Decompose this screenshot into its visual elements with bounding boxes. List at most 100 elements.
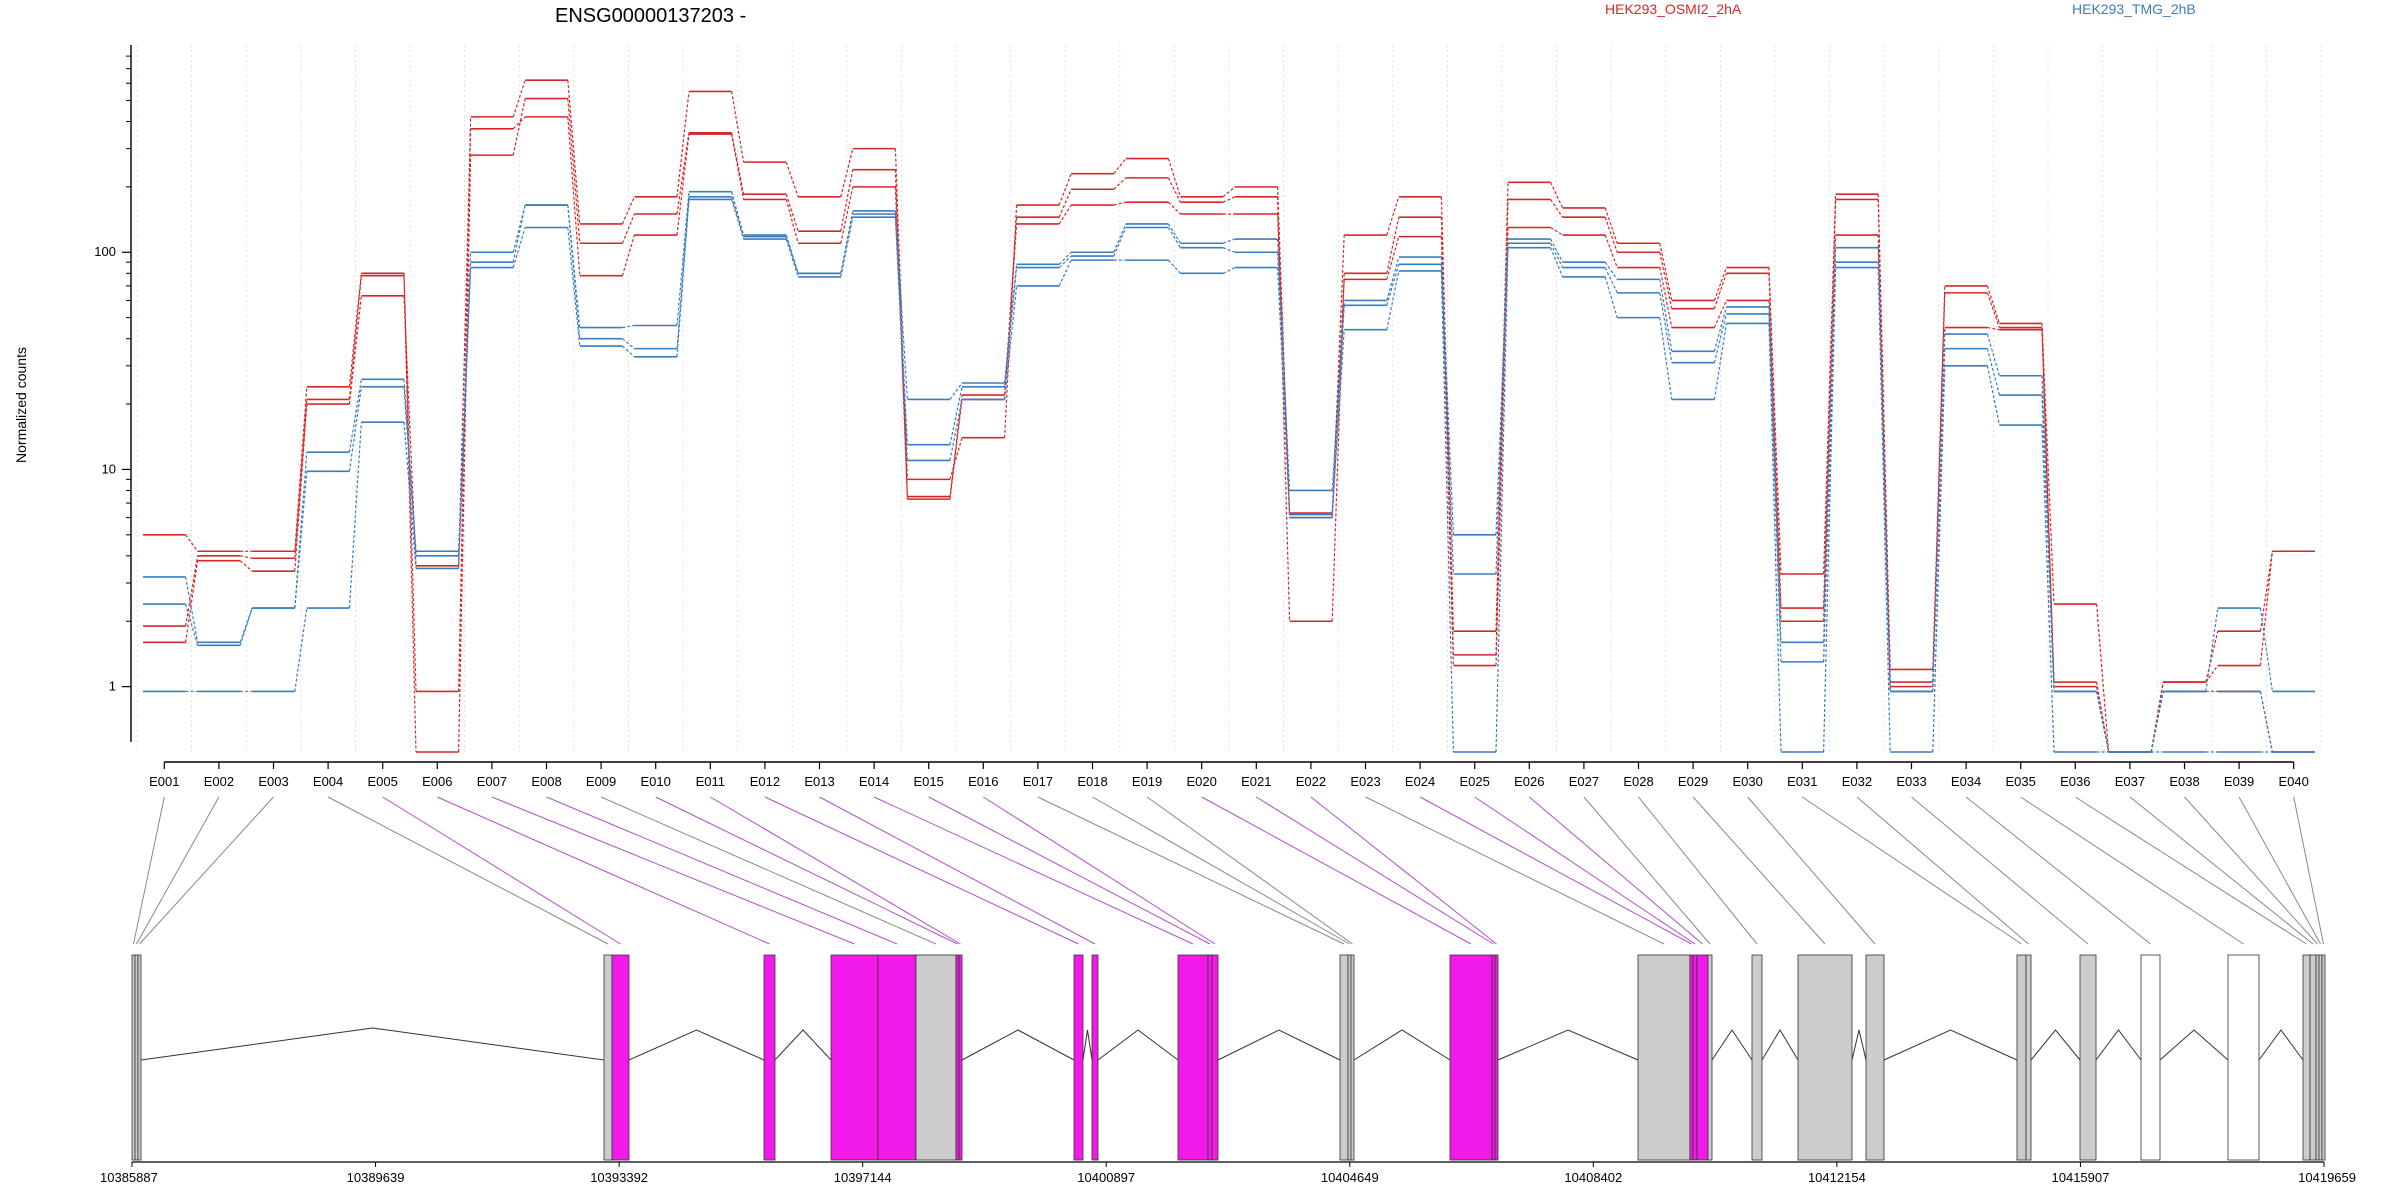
series-step [1659,267,1673,328]
series-step [1222,267,1236,274]
exon-box-e013 [1091,954,1099,1161]
x-tick-label-e039: E039 [2224,774,2254,789]
connector-e013 [819,796,1096,945]
genomic-coordinate-label: 10415907 [2052,1170,2110,1185]
connector-e019 [1146,796,1353,945]
series-step [1768,323,1782,753]
connector-e031 [1802,796,2022,945]
series-step [1713,306,1727,352]
genomic-axis: 10385887 10389639 10393392 10397144 10400897… [100,1161,2356,1185]
series-step [1113,177,1127,190]
series-step [185,534,199,552]
intron [1761,1029,1799,1061]
x-tick-label-e010: E010 [641,774,671,789]
connector-e032 [1856,796,2029,945]
exon-box-e010 [955,954,960,1161]
series-step [1058,189,1072,218]
series-step [2259,691,2273,753]
series-step [1386,256,1400,301]
series-step [458,267,472,569]
connector-e028 [1638,796,1758,945]
series-step [1659,317,1673,400]
legend-entry: HEK293_TMG_2hB [2072,1,2196,17]
x-tick-label-e025: E025 [1460,774,1490,789]
x-tick-label-e038: E038 [2169,774,2199,789]
series-step [1986,292,2000,328]
x-tick-label-e019: E019 [1132,774,1162,789]
exon-box-e016 [1211,954,1219,1161]
exon-box-e021 [1491,954,1496,1161]
series-step [1058,259,1072,287]
series-step [185,603,199,646]
intron [1883,1029,2018,1061]
series-step [1550,242,1564,268]
connector-e029 [1692,796,1826,945]
y-tick-label: 1 [109,679,116,694]
series-step [840,213,854,274]
series-step [2205,665,2219,683]
exon-box-e032 [2025,954,2032,1161]
series-step [731,196,745,237]
series-step [1058,251,1072,265]
exon-box-e025 [1692,954,1698,1161]
series-step [840,217,854,278]
exon-box-e017 [1339,954,1349,1161]
genomic-coordinate-label: 10400897 [1077,1170,1135,1185]
series-step [512,79,526,118]
connector-e006 [437,796,770,945]
series-step [403,422,417,569]
x-tick-label-e012: E012 [750,774,780,789]
connector-e023 [1365,796,1665,945]
series-step [1167,177,1181,203]
series-step [1440,257,1454,535]
series-step [1550,247,1564,278]
connector-e002 [136,796,220,945]
x-tick-label-e034: E034 [1951,774,1981,789]
series-lines [143,79,2315,753]
series-step [348,386,362,472]
series-step [785,199,799,244]
y-axis: 1 10 100 [94,45,132,742]
intron [1851,1029,1867,1061]
series-step [894,217,908,461]
genomic-coordinate-label: 10393392 [590,1170,648,1185]
series-step [1167,223,1181,244]
exon-box-e039 [2318,954,2323,1161]
intron [1097,1029,1179,1061]
genomic-coordinate-label: 10404649 [1321,1170,1379,1185]
series-step [1495,227,1509,666]
series-step [294,471,308,609]
legend: HEK293_OSMI2_2hA HEK293_TMG_2hB [1605,1,2196,17]
x-tick-label-e040: E040 [2279,774,2309,789]
series-step [621,213,635,244]
series-step [840,169,854,232]
series-step [621,345,635,358]
exon-box-e006 [763,954,776,1161]
connector-e025 [1474,796,1696,945]
exon-box-e004 [603,954,613,1161]
series-step [185,555,199,627]
series-step [403,275,417,753]
x-tick-label-e026: E026 [1514,774,1544,789]
chart-title: ENSG00000137203 - [555,5,746,27]
series-step [676,191,690,326]
x-tick-label-e007: E007 [477,774,507,789]
connector-e026 [1528,796,1703,945]
series-step [731,191,745,236]
series-step [785,194,799,232]
exon-box-e028 [1751,954,1763,1161]
series-step [1713,273,1727,309]
connector-e001 [133,796,165,945]
series-step [1004,285,1018,400]
series-step [785,236,799,274]
x-tick-label-e003: E003 [258,774,288,789]
series-step [1004,223,1018,400]
series-line-6 [143,198,2315,753]
series-step [294,607,308,692]
series-step [785,238,799,278]
series-step [1058,204,1072,225]
exon-box-e037 [2309,954,2317,1161]
y-axis-label: Normalized counts [13,347,29,463]
series-step [2259,551,2273,666]
series-step [1932,365,1946,753]
